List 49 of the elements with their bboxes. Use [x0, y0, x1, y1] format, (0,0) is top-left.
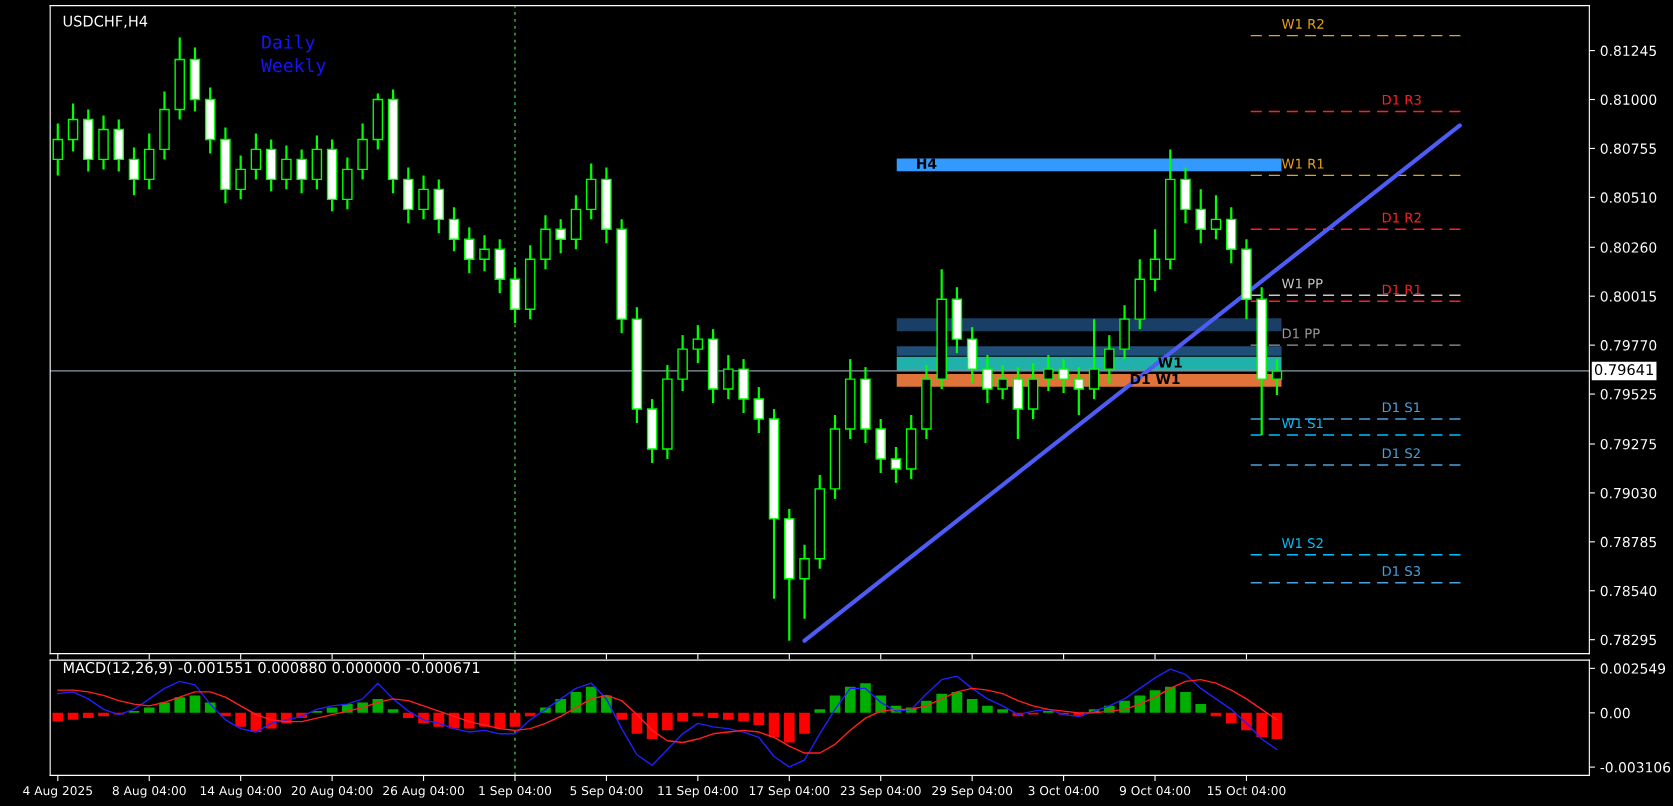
y-tick-label: 0.80510: [1600, 192, 1657, 203]
x-tick-label: 14 Aug 04:00: [200, 786, 282, 798]
y-tick-label: 0.79525: [1600, 389, 1656, 400]
y-tick-label: 0.00: [1600, 707, 1630, 719]
ref-line-label: D1 S2: [1382, 448, 1420, 459]
annotation: Weekly: [261, 58, 326, 76]
y-tick-label: 0.79275: [1600, 438, 1656, 450]
x-tick-label: 5 Sep 04:00: [570, 786, 643, 798]
x-tick-label: 17 Sep 04:00: [749, 786, 830, 798]
chart-title: MACD(12,26,9) -0.001551 0.000880 0.000000 -0.000671: [63, 661, 480, 675]
ref-line-label: D1 R3: [1382, 94, 1421, 105]
y-tick-label: 0.78785: [1600, 536, 1656, 548]
y-tick-label: 0.79770: [1600, 340, 1657, 351]
x-tick-label: 3 Oct 04:00: [1028, 786, 1099, 796]
x-tick-label: 23 Sep 04:00: [840, 786, 921, 798]
x-tick-label: 11 Sep 04:00: [658, 786, 738, 798]
ref-line-label: 0.79641: [1594, 364, 1653, 376]
ref-line-label: D1 S1: [1382, 402, 1420, 413]
x-tick-label: 8 Aug 04:00: [112, 786, 186, 798]
y-tick-label: 0.80260: [1600, 242, 1657, 253]
ref-line-label: W1 R1: [1281, 158, 1324, 169]
y-tick-label: 0.79030: [1600, 487, 1657, 499]
annotation: Daily: [262, 34, 315, 53]
ref-line-label: W1 R2: [1281, 18, 1324, 29]
y-tick-label: -0.003106: [1600, 762, 1671, 773]
y-tick-label: 0.78295: [1600, 634, 1656, 646]
y-tick-label: 0.80755: [1600, 143, 1656, 154]
band-label: W1: [1158, 357, 1182, 368]
ref-line-label: W1 PP: [1281, 278, 1323, 289]
x-tick-label: 15 Oct 04:00: [1207, 786, 1286, 796]
ref-line-label: D1 S3: [1382, 566, 1421, 577]
y-tick-label: 0.80015: [1600, 291, 1656, 302]
x-tick-label: 1 Sep 04:00: [479, 786, 552, 798]
ref-line-label: D1 PP: [1282, 328, 1320, 339]
x-tick-label: 26 Aug 04:00: [383, 786, 464, 798]
x-tick-label: 29 Sep 04:00: [932, 786, 1013, 798]
x-tick-label: 20 Aug 04:00: [291, 786, 373, 798]
ref-line-label: D1 R1: [1382, 284, 1421, 295]
text: USDCHF,H4: [63, 15, 148, 29]
y-tick-label: 0.81000: [1600, 94, 1657, 105]
y-tick-label: 0.78540: [1600, 585, 1657, 597]
y-tick-label: 0.002549: [1600, 663, 1666, 674]
y-tick-label: 0.81245: [1600, 45, 1656, 57]
x-tick-label: 4 Aug 2025: [23, 786, 92, 798]
ref-line-label: W1 S2: [1281, 538, 1323, 549]
x-tick-label: 9 Oct 04:00: [1119, 786, 1191, 796]
ref-line-label: W1 S1: [1281, 418, 1323, 429]
band-label: H4: [917, 158, 937, 169]
ref-line-label: D1 R2: [1382, 212, 1421, 223]
